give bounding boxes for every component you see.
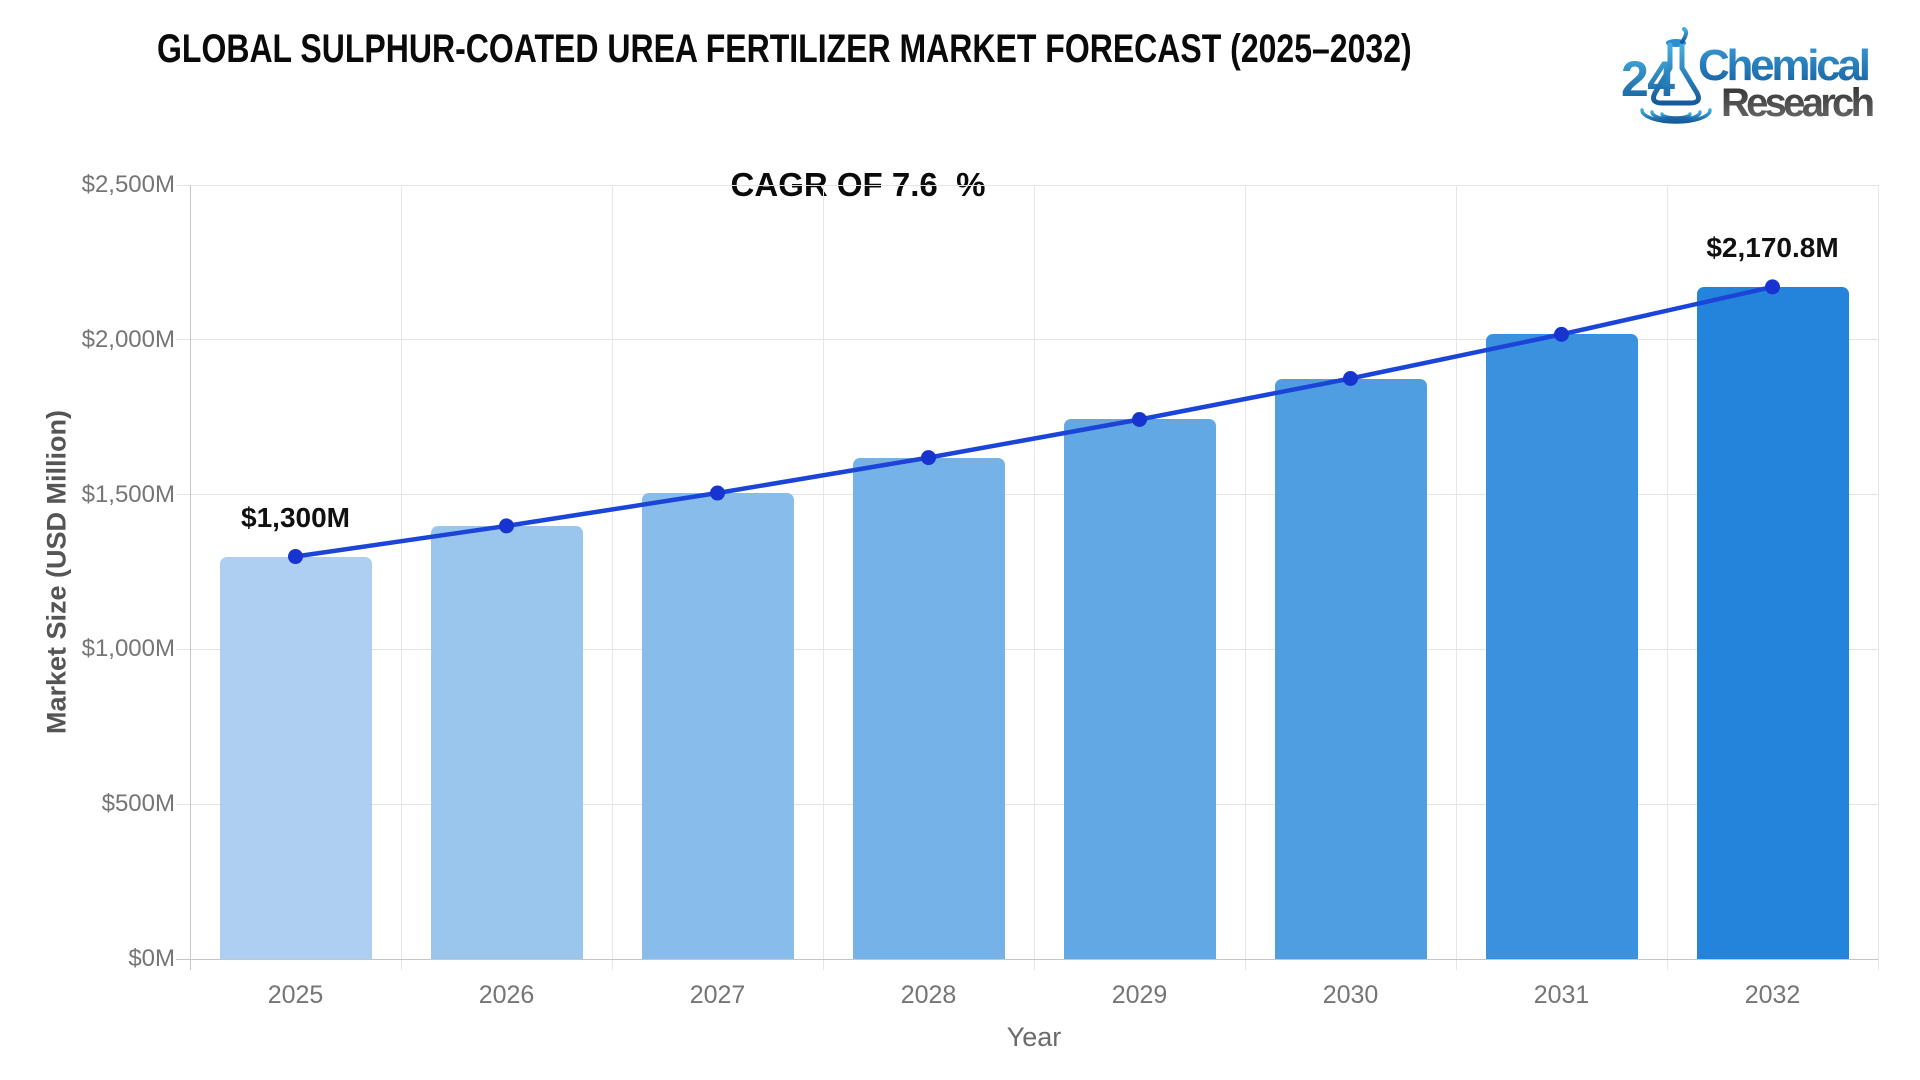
x-tick-label: 2032: [1744, 981, 1801, 1009]
gridline-vertical: [1455, 185, 1457, 970]
gridline-vertical: [1877, 185, 1879, 970]
bar-2028: [852, 457, 1005, 959]
gridline-vertical: [611, 185, 613, 970]
bar-2030: [1274, 378, 1427, 959]
brand-logo: 24 Chemical Research: [1621, 27, 1875, 125]
bar-2025: [219, 556, 372, 959]
x-tick-label: 2028: [900, 981, 957, 1009]
gridline-vertical: [400, 185, 402, 970]
y-tick-label: $1,500M: [81, 480, 175, 508]
x-tick-label: 2029: [1111, 981, 1168, 1009]
y-tick-label: $2,000M: [81, 325, 175, 353]
x-tick-label: 2026: [478, 981, 535, 1009]
value-label-2025: $1,300M: [241, 501, 350, 533]
y-axis-line: [189, 185, 191, 970]
bar-2029: [1063, 419, 1216, 959]
bar-2027: [641, 493, 794, 959]
x-axis-title: Year: [1006, 1022, 1062, 1052]
gridline-horizontal: [176, 184, 1878, 186]
gridline-vertical: [1244, 185, 1246, 970]
y-tick-label: $500M: [101, 790, 175, 818]
logo-flask-icon: [1640, 27, 1712, 124]
gridline-horizontal: [176, 803, 1878, 805]
x-tick-label: 2027: [689, 981, 746, 1009]
bar-2026: [430, 525, 583, 959]
bar-2031: [1485, 334, 1638, 959]
gridline-vertical: [822, 185, 824, 970]
gridline-vertical: [1033, 185, 1035, 970]
x-tick-label: 2025: [267, 981, 324, 1009]
value-label-2032: $2,170.8M: [1706, 231, 1839, 263]
logo-research-text: Research: [1721, 81, 1875, 125]
page-title: GLOBAL SULPHUR-COATED UREA FERTILIZER MA…: [157, 27, 1412, 71]
y-tick-label: $2,500M: [81, 171, 175, 198]
x-tick-label: 2030: [1322, 981, 1379, 1009]
y-tick-label: $0M: [128, 945, 175, 972]
bar-2032: [1696, 286, 1849, 959]
x-tick-label: 2031: [1533, 981, 1590, 1009]
gridline-horizontal: [176, 648, 1878, 650]
y-tick-label: $1,000M: [81, 635, 175, 663]
logo-chemical-text: Chemical: [1698, 41, 1871, 90]
x-axis-line: [176, 958, 1878, 960]
gridline-vertical: [1666, 185, 1668, 970]
